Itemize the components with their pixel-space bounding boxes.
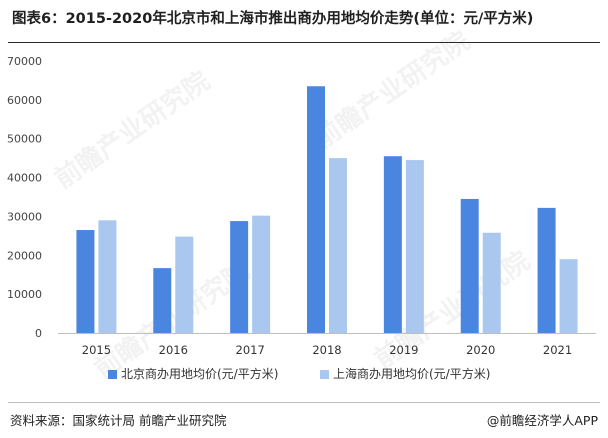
bar-shanghai — [98, 220, 117, 333]
legend-swatch-beijing — [108, 370, 117, 379]
brand-credit: @前瞻经济学人APP — [486, 413, 598, 428]
bar-beijing — [537, 207, 556, 333]
x-tick-label: 2016 — [159, 343, 188, 357]
bar-shanghai — [329, 158, 347, 333]
x-tick-label: 2019 — [389, 343, 418, 357]
title-divider — [8, 42, 600, 43]
footer-divider — [8, 402, 600, 403]
legend-swatch-shanghai — [320, 370, 329, 379]
y-tick-label: 20000 — [7, 249, 42, 262]
y-tick-label: 10000 — [7, 288, 42, 301]
y-tick-label: 40000 — [7, 172, 42, 185]
source-note: 资料来源：国家统计局 前瞻产业研究院 — [10, 413, 227, 428]
x-tick-label: 2018 — [312, 343, 341, 357]
bar-shanghai — [252, 215, 271, 333]
x-tick-label: 2020 — [466, 343, 495, 357]
y-tick-label: 0 — [35, 327, 42, 340]
bar-beijing — [460, 198, 479, 333]
y-tick-label: 30000 — [7, 210, 42, 223]
bar-shanghai — [175, 236, 194, 333]
legend-label-shanghai: 上海商办用地均价(元/平方米) — [333, 366, 490, 381]
bar-beijing — [76, 230, 95, 333]
x-tick-label: 2015 — [82, 343, 111, 357]
bar-shanghai — [559, 259, 578, 333]
bar-beijing — [230, 221, 249, 333]
y-tick-label: 70000 — [7, 55, 42, 68]
bar-shanghai — [405, 160, 424, 333]
bar-beijing — [383, 156, 402, 333]
bar-beijing — [153, 268, 172, 333]
y-tick-label: 50000 — [7, 133, 42, 146]
x-tick-label: 2017 — [236, 343, 265, 357]
y-tick-label: 60000 — [7, 94, 42, 107]
x-tick-label: 2021 — [543, 343, 572, 357]
bar-beijing — [307, 86, 325, 333]
bar-shanghai — [482, 232, 501, 333]
legend-label-beijing: 北京商办用地均价(元/平方米) — [121, 366, 278, 381]
chart-title: 图表6：2015-2020年北京市和上海市推出商办用地均价走势(单位：元/平方米… — [12, 11, 534, 27]
